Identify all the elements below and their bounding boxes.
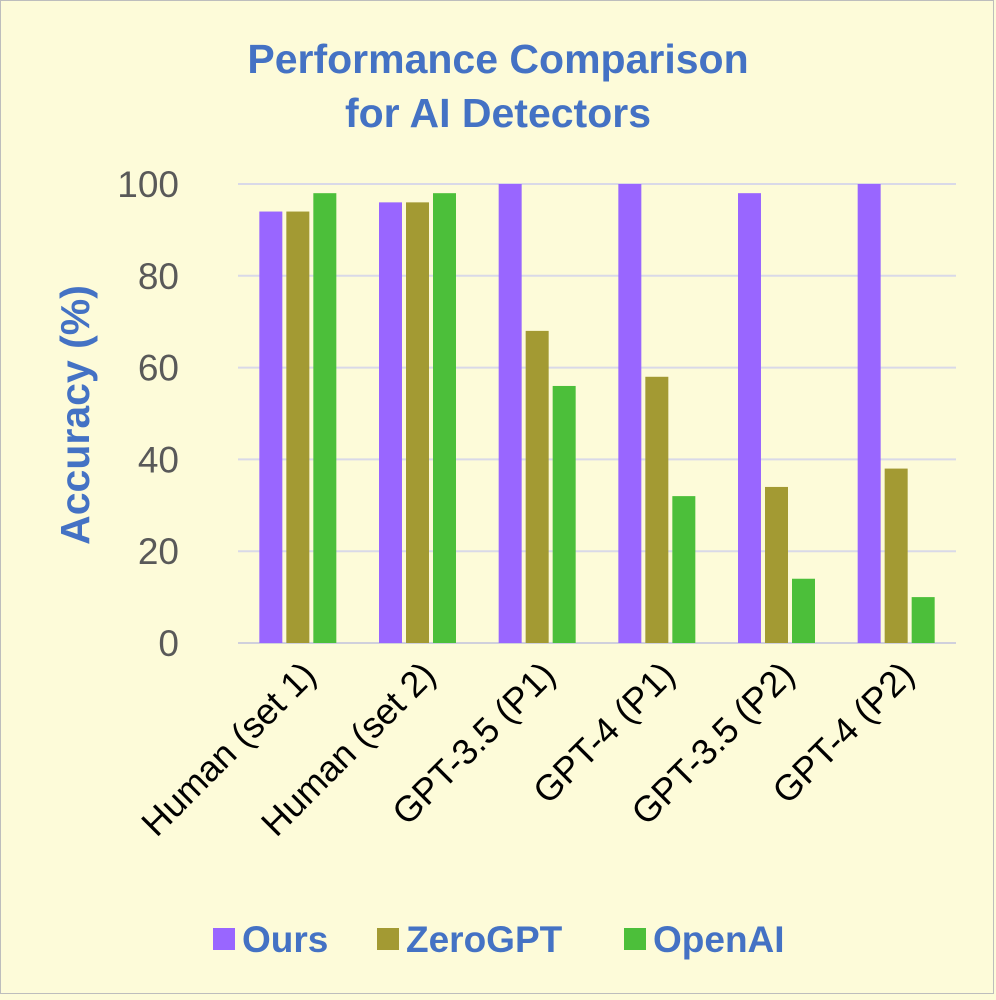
chart-title-line-1: Performance Comparison — [247, 36, 748, 82]
y-tick-label: 20 — [138, 531, 179, 572]
bar-zerogpt-5 — [884, 468, 908, 643]
y-tick-label: 100 — [117, 164, 179, 205]
y-axis-label: Accuracy (%) — [52, 285, 98, 545]
chart-title: Performance Comparison for AI Detectors — [247, 36, 748, 136]
y-tick-label: 60 — [138, 348, 179, 389]
bars — [259, 184, 935, 644]
bar-ours-2 — [498, 184, 522, 643]
bar-ours-5 — [857, 184, 881, 643]
bar-ours-3 — [618, 184, 642, 643]
bar-ours-4 — [738, 193, 761, 643]
y-tick-label: 40 — [138, 439, 179, 480]
legend-label-ours: Ours — [242, 919, 328, 960]
chart-title-line-2: for AI Detectors — [345, 90, 651, 136]
legend-swatch-openai — [624, 928, 646, 950]
bar-openai-4 — [792, 578, 815, 643]
legend-swatch-zerogpt — [377, 928, 399, 950]
bar-zerogpt-3 — [645, 376, 669, 643]
bar-zerogpt-0 — [286, 211, 310, 644]
x-tick-labels: Human (set 1)Human (set 2)GPT-3.5 (P1)GP… — [133, 654, 922, 844]
bar-openai-2 — [552, 385, 576, 643]
legend-swatch-ours — [213, 928, 235, 950]
bar-ours-1 — [379, 202, 402, 644]
bar-ours-0 — [259, 211, 283, 644]
bar-openai-3 — [672, 496, 696, 643]
bar-openai-0 — [313, 193, 337, 643]
y-tick-label: 0 — [158, 623, 179, 664]
bar-zerogpt-2 — [525, 330, 549, 643]
legend-label-zerogpt: ZeroGPT — [406, 919, 563, 960]
bar-zerogpt-1 — [406, 202, 429, 644]
bar-openai-5 — [911, 597, 935, 643]
legend-label-openai: OpenAI — [653, 919, 785, 960]
y-tick-labels: 0 20 40 60 80 100 — [117, 164, 179, 664]
y-tick-label: 80 — [138, 256, 179, 297]
bar-openai-1 — [433, 193, 456, 643]
legend: Ours ZeroGPT OpenAI — [213, 919, 785, 960]
gridlines — [238, 183, 956, 644]
bar-zerogpt-4 — [765, 486, 788, 643]
